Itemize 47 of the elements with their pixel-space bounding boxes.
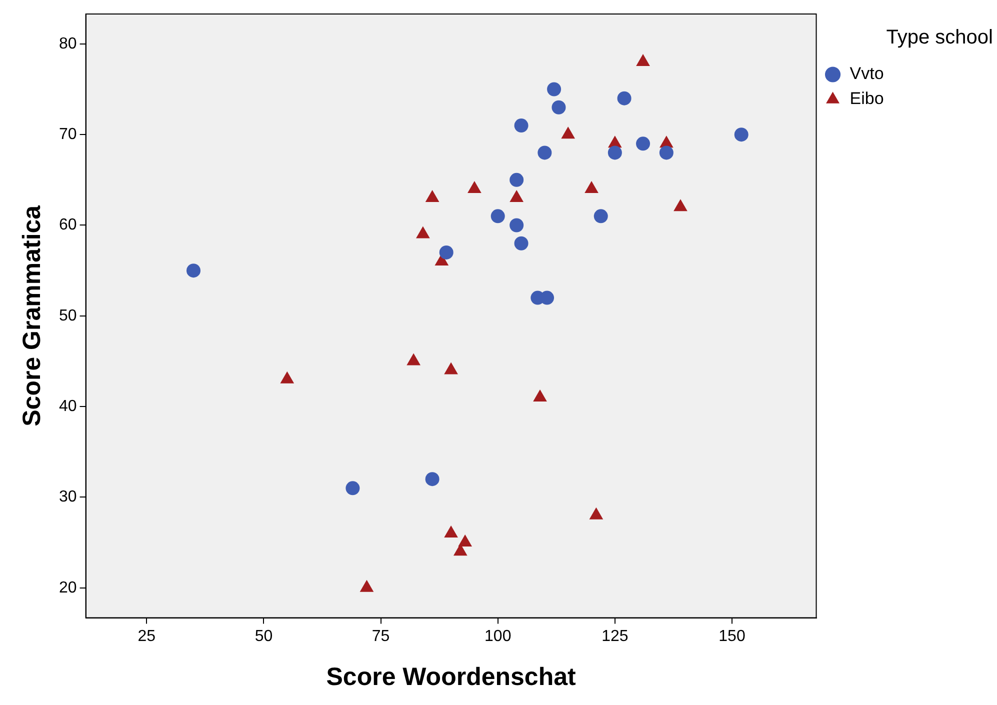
point	[659, 146, 674, 160]
y-tick-label: 30	[59, 488, 77, 506]
point	[608, 146, 622, 160]
point	[514, 118, 528, 133]
x-axis-title: Score Woordenschat	[326, 662, 576, 691]
y-tick-label: 40	[59, 398, 77, 415]
x-tick-label: 150	[718, 628, 746, 645]
y-tick-label: 70	[59, 126, 77, 143]
x-tick-label: 100	[484, 628, 512, 645]
legend-label: Eibo	[850, 89, 884, 108]
point	[510, 190, 524, 202]
point	[538, 146, 552, 160]
point	[547, 82, 562, 96]
legend-label: Vvto	[850, 64, 884, 84]
y-tick-label: 50	[59, 307, 77, 324]
x-tick-label: 50	[254, 628, 273, 645]
point	[514, 236, 528, 250]
y-axis-title: Score Grammatica	[18, 204, 46, 426]
point	[510, 172, 524, 187]
x-tick-label: 75	[372, 628, 390, 645]
point	[444, 362, 458, 374]
x-tick-label: 125	[602, 628, 628, 645]
point	[458, 534, 472, 547]
point	[552, 100, 566, 114]
point	[406, 353, 420, 366]
point	[444, 525, 458, 538]
point	[510, 218, 524, 232]
point	[594, 209, 608, 224]
point	[439, 245, 454, 260]
point	[540, 290, 554, 305]
point	[617, 91, 632, 106]
point	[360, 580, 374, 592]
point	[186, 264, 200, 278]
y-tick-label: 80	[59, 35, 77, 52]
point	[416, 226, 430, 238]
point	[734, 128, 748, 142]
point	[490, 209, 505, 224]
y-tick-label: 60	[59, 216, 77, 234]
point	[425, 190, 440, 202]
point	[636, 136, 650, 151]
point	[280, 371, 294, 384]
legend-title: Type school	[886, 26, 993, 49]
point	[533, 389, 547, 402]
point	[589, 507, 604, 520]
point	[674, 199, 688, 212]
y-tick-label: 20	[59, 579, 77, 596]
x-tick-label: 25	[138, 628, 156, 645]
